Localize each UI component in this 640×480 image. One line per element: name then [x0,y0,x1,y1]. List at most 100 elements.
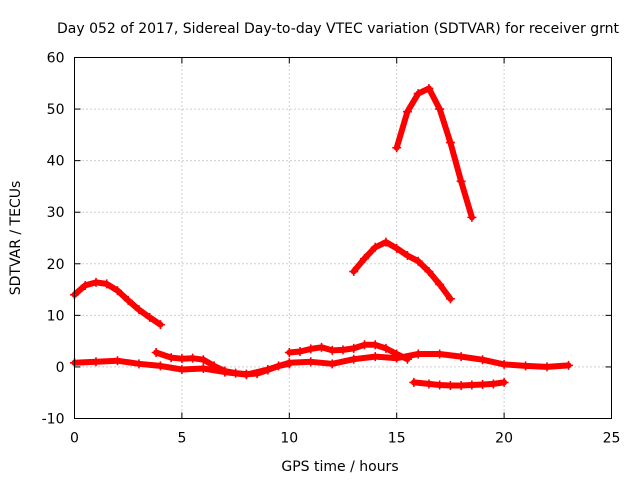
data-point [467,380,477,390]
data-point [102,279,112,289]
series-arc-near-zero-main [70,349,574,380]
x-tick-label: 15 [388,431,406,447]
data-point [306,357,316,367]
data-point [392,143,402,153]
data-point [166,353,176,363]
data-point [456,352,466,362]
data-point [435,380,445,390]
y-axis-label: SDTVAR / TECUs [8,181,24,296]
y-tick-label: 40 [47,154,65,170]
data-point [542,362,552,372]
chart-title: Day 052 of 2017, Sidereal Day-to-day VTE… [57,21,619,37]
plot-frame [74,57,612,419]
data-point [91,277,101,287]
data-point [349,267,359,277]
data-point [151,347,161,357]
x-tick-labels: 0 5 10 15 20 25 [70,431,620,447]
data-point [177,354,187,364]
data-point [402,251,412,261]
data-point [317,342,327,352]
data-point [327,359,337,369]
data-point [370,340,380,350]
y-tick-labels: -10 0 10 20 30 40 50 60 [42,51,65,428]
data-point [499,377,509,387]
data-point [306,344,316,354]
x-axis-label: GPS time / hours [281,459,398,475]
data-point [456,380,466,390]
y-tick-label: 50 [47,102,65,118]
data-point [370,352,380,362]
data-point [209,361,219,371]
data-point [80,280,90,290]
data-point [478,379,488,389]
data-point [392,243,402,253]
data-point [435,349,445,359]
grid [74,57,612,419]
y-tick-label: -10 [42,412,65,428]
series-arc-mid-day [284,340,412,364]
series-arc-negative-late [409,377,509,390]
data-point [284,347,294,357]
data-point [274,361,284,371]
data-point [231,368,241,378]
data-point [445,380,455,390]
data-point [155,320,165,330]
data-point [435,279,445,289]
data-point [252,369,262,379]
series-line [71,351,572,378]
y-tick-label: 20 [47,257,65,273]
series-line [393,85,475,221]
data-point [424,83,434,93]
data-point [521,361,531,371]
data-point [409,377,419,387]
data-point [155,361,165,371]
data-point [263,365,273,375]
x-tick-label: 5 [177,431,186,447]
data-series [70,83,574,390]
data-point [177,365,187,375]
data-point [424,379,434,389]
series-line [350,239,454,302]
data-point [295,346,305,356]
data-point [413,89,423,99]
data-point [402,354,412,364]
data-point [413,256,423,266]
data-point [564,360,574,370]
x-tick-label: 25 [603,431,621,447]
series-arc-noon-peak [349,237,455,304]
y-tick-label: 30 [47,205,65,221]
x-tick-label: 0 [70,431,79,447]
data-point [435,104,445,114]
series-arc-afternoon-peak [392,83,477,222]
y-tick-label: 0 [56,360,65,376]
data-point [134,359,144,369]
series-arc-near-zero-secondary [151,347,294,379]
data-point [327,345,337,355]
data-point [381,343,391,353]
data-point [467,212,477,222]
data-point [91,357,101,367]
data-point [402,107,412,117]
data-point [220,366,230,376]
data-point [381,237,391,247]
data-point [241,369,251,379]
data-point [284,359,294,369]
data-point [392,349,402,359]
data-point [359,254,369,264]
data-point [499,359,509,369]
data-point [123,295,133,305]
x-tick-label: 20 [495,431,513,447]
y-tick-label: 10 [47,308,65,324]
series-arc-early-rise [70,277,165,330]
data-point [349,343,359,353]
y-tick-label: 60 [47,51,65,67]
data-point [338,345,348,355]
data-point [359,340,369,350]
data-point [370,242,380,252]
data-point [456,176,466,186]
data-point [145,312,155,322]
data-point [478,355,488,365]
x-tick-label: 10 [280,431,298,447]
data-point [198,355,208,365]
